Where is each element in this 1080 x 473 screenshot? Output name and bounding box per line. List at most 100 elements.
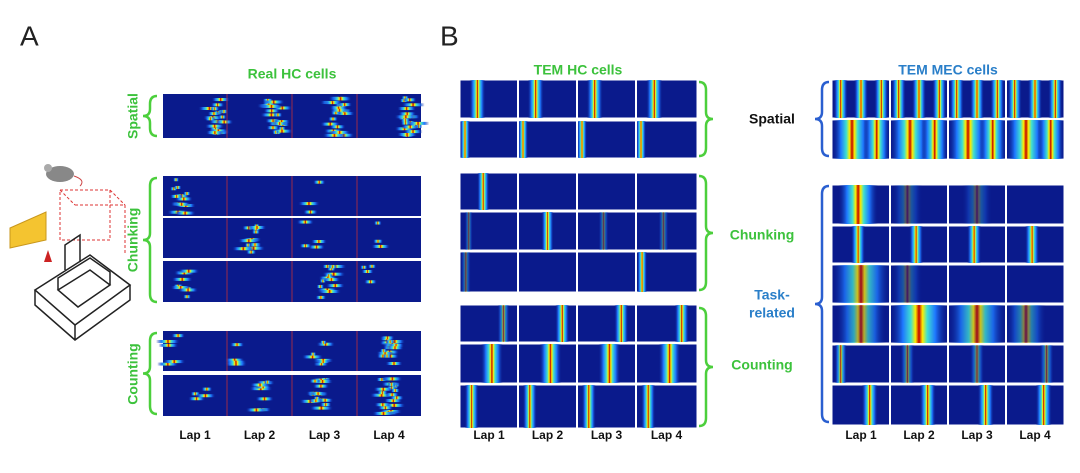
heatmap-streak	[172, 202, 191, 206]
heatmap-peak	[863, 120, 890, 159]
heatmap-streak	[270, 129, 294, 133]
heatmap-streak	[387, 382, 396, 386]
brace	[698, 174, 714, 292]
heatmap-peak	[977, 385, 994, 425]
heatmap-streak	[364, 280, 377, 284]
brace	[698, 306, 714, 428]
illustration	[9, 164, 132, 341]
heatmap-streak	[255, 397, 274, 401]
heatmap-peak	[581, 385, 596, 428]
heatmap-streak	[172, 178, 180, 182]
heatmap-peak	[932, 80, 947, 118]
heatmap-streak	[322, 264, 333, 268]
heatmap-streak	[232, 247, 255, 251]
heatmap-streak	[310, 392, 326, 396]
heatmap-peak	[497, 305, 510, 342]
heatmap-streak	[178, 269, 200, 273]
heatmap-peak	[949, 80, 964, 118]
heatmap-streak	[211, 98, 231, 102]
heatmap-streak	[169, 194, 184, 198]
heatmap-streak	[403, 98, 417, 102]
lap-label: Lap 1	[179, 428, 211, 442]
heatmap-peak	[833, 80, 848, 118]
heatmap-streak	[204, 117, 216, 121]
heatmap-peak	[912, 80, 926, 118]
heatmap-streak	[401, 125, 420, 129]
heatmap-streak	[247, 225, 267, 229]
heatmap-streak	[229, 343, 245, 347]
heatmap-peak	[477, 173, 490, 210]
heatmap-peak	[970, 80, 984, 118]
heatmap-streak	[207, 112, 221, 116]
heatmap-streak	[313, 180, 326, 184]
heatmap-streak	[398, 112, 417, 116]
heatmap	[459, 172, 698, 211]
heatmap-peak	[909, 226, 924, 263]
lap-label: Lap 2	[532, 428, 564, 442]
heatmap-streak	[383, 354, 391, 358]
heatmap-peak	[874, 80, 889, 118]
heatmap-streak	[386, 346, 404, 350]
heatmap-peak	[480, 344, 503, 383]
row-label: Spatial	[749, 111, 795, 127]
heatmap-peak	[577, 121, 587, 158]
heatmap-streak	[322, 272, 346, 276]
heatmap-streak	[205, 131, 224, 135]
heatmap-peak	[990, 80, 1005, 118]
lap-label: Lap 4	[373, 428, 405, 442]
brace	[814, 80, 830, 158]
heatmap-streak	[210, 107, 220, 111]
heatmap-streak	[389, 396, 404, 400]
heatmap-streak	[319, 340, 327, 344]
panel-title: TEM HC cells	[534, 62, 623, 78]
heatmap-peak	[1028, 80, 1042, 118]
heatmap-peak	[555, 305, 570, 342]
heatmap-streak	[313, 396, 321, 400]
row-label: Chunking	[730, 227, 795, 243]
heatmap-streak	[309, 379, 321, 383]
heatmap-peak	[900, 345, 915, 383]
heatmap-streak	[308, 399, 323, 403]
heatmap-streak	[384, 399, 403, 403]
heatmap-streak	[210, 103, 225, 107]
heatmap-streak	[328, 117, 338, 121]
heatmap-streak	[209, 127, 222, 131]
heatmap-streak	[376, 391, 388, 395]
panel-label: B	[440, 20, 459, 51]
heatmap-streak	[248, 243, 262, 247]
heatmap-streak	[367, 264, 377, 268]
heatmap-streak	[315, 360, 331, 364]
lap-label: Lap 4	[651, 428, 683, 442]
heatmap-streak	[299, 244, 312, 248]
heatmap-streak	[298, 202, 320, 206]
heatmap-streak	[394, 115, 418, 119]
heatmap-streak	[224, 358, 245, 362]
row-label: Counting	[125, 343, 141, 404]
heatmap-peak	[854, 80, 868, 118]
lap-label: Lap 3	[591, 428, 623, 442]
heatmap-streak	[173, 271, 195, 275]
heatmap-peak	[1035, 385, 1052, 425]
heatmap-streak	[369, 393, 394, 397]
heatmap-streak	[171, 277, 193, 281]
heatmap-streak	[373, 221, 382, 225]
brace	[142, 331, 158, 416]
heatmap-peak	[469, 80, 486, 118]
heatmap	[459, 384, 698, 429]
row-label: Task-	[754, 287, 790, 303]
heatmap-streak	[329, 97, 352, 101]
heatmap-streak	[397, 107, 417, 111]
heatmap-streak	[244, 243, 252, 247]
heatmap-peak	[836, 305, 886, 343]
heatmap-streak	[198, 106, 221, 110]
heatmap-peak	[522, 385, 537, 428]
panel-label: A	[20, 20, 39, 51]
heatmap-streak	[317, 289, 342, 293]
heatmap-streak	[262, 98, 274, 102]
heatmap-streak	[260, 113, 283, 117]
heatmap-peak	[970, 345, 984, 383]
brace	[142, 94, 158, 138]
heatmap-peak	[891, 80, 906, 118]
heatmap-streak	[272, 122, 288, 126]
heatmap-streak	[251, 230, 260, 234]
